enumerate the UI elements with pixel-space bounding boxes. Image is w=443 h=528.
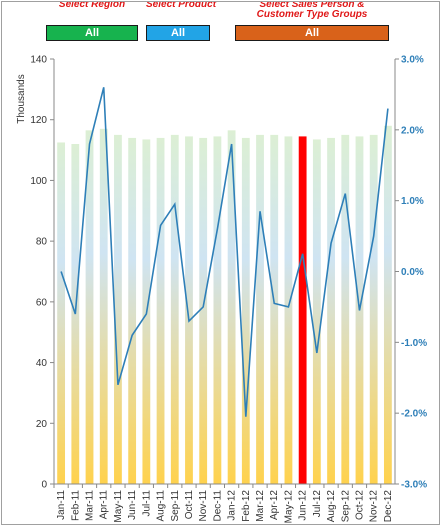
y-axis-title: Thousands (16, 74, 27, 123)
bar (170, 134, 179, 484)
left-tick-label: 60 (36, 297, 48, 308)
left-tick-label: 0 (41, 480, 47, 491)
salesperson-filter: Select Sales Person & Customer Type Grou… (235, 2, 389, 42)
left-tick-label: 140 (30, 55, 47, 66)
x-tick-label: Dec-11 (212, 490, 223, 522)
x-tick-label: May-12 (283, 490, 294, 524)
bar (99, 128, 108, 485)
left-tick-label: 20 (36, 419, 48, 430)
x-tick-label: Jul-12 (312, 490, 323, 518)
x-tick-label: Jun-11 (127, 490, 138, 520)
bar (185, 136, 193, 485)
bar (213, 136, 222, 485)
bar (270, 134, 279, 484)
bar (341, 134, 350, 484)
x-tick-label: Oct-12 (354, 490, 365, 520)
bar (312, 139, 321, 485)
product-slicer-button[interactable]: All (146, 25, 210, 41)
region-filter-label: Select Region (58, 1, 126, 10)
bar (57, 142, 66, 484)
x-tick-label: Aug-11 (156, 490, 167, 522)
left-tick-label: 40 (36, 358, 48, 369)
bar (114, 134, 122, 484)
x-tick-label: Dec-12 (383, 490, 394, 523)
left-tick-label: 80 (36, 237, 48, 248)
product-filter-label: Select Product (146, 1, 217, 10)
region-slicer-button[interactable]: All (46, 25, 138, 41)
bar (383, 125, 392, 485)
x-tick-label: Feb-12 (241, 490, 252, 522)
right-tick-label: 0.0% (401, 267, 424, 278)
x-tick-label: Jan-12 (227, 490, 238, 521)
x-tick-label: Nov-12 (369, 490, 380, 523)
right-tick-label: 1.0% (401, 196, 424, 207)
x-tick-label: Aug-12 (326, 490, 337, 523)
x-tick-label: Mar-12 (255, 490, 266, 522)
x-tick-label: Apr-11 (99, 490, 110, 520)
x-tick-label: Mar-11 (85, 490, 96, 521)
highlighted-bar (298, 136, 307, 485)
salesperson-filter-label: Select Sales Person & Customer Type Grou… (256, 1, 368, 20)
bar (85, 130, 94, 484)
region-filter: Select Region All (46, 2, 138, 42)
left-tick-label: 100 (30, 176, 47, 187)
right-tick-label: -3.0% (401, 480, 427, 491)
bar (256, 134, 264, 484)
x-tick-label: Jul-11 (141, 490, 152, 517)
salesperson-slicer-button[interactable]: All (235, 25, 389, 41)
x-tick-label: Feb-11 (70, 490, 81, 521)
product-filter: Select Product All (146, 1, 217, 42)
bar (128, 137, 137, 484)
right-tick-label: -2.0% (401, 409, 427, 420)
left-tick-label: 120 (30, 115, 47, 126)
right-tick-label: 2.0% (401, 125, 424, 136)
right-tick-label: 3.0% (401, 55, 424, 66)
x-tick-label: Sep-12 (340, 490, 351, 523)
x-tick-label: Apr-12 (269, 490, 280, 520)
x-tick-label: Jun-12 (298, 490, 309, 521)
x-tick-label: Oct-11 (184, 490, 195, 520)
x-tick-label: Nov-11 (198, 490, 209, 522)
bar (199, 137, 208, 484)
bar (284, 136, 293, 485)
bar (369, 134, 378, 484)
growth-line (60, 87, 389, 417)
right-tick-label: -1.0% (401, 338, 427, 349)
x-tick-label: Sep-11 (170, 490, 181, 522)
bar (156, 137, 165, 484)
x-tick-label: May-11 (113, 490, 124, 523)
bar (227, 130, 236, 484)
sales-chart: 0 20 40 60 80 100 120 140 -3.0% -2.0% -1.0% 0.0% 1.0… (16, 55, 427, 524)
plot-area: 0 20 40 60 80 100 120 140 -3.0% -2.0% -1.0% 0.0% 1.0… (16, 55, 427, 524)
x-tick-label: Jan-11 (56, 490, 67, 520)
bar (241, 137, 250, 484)
bar (327, 137, 335, 484)
